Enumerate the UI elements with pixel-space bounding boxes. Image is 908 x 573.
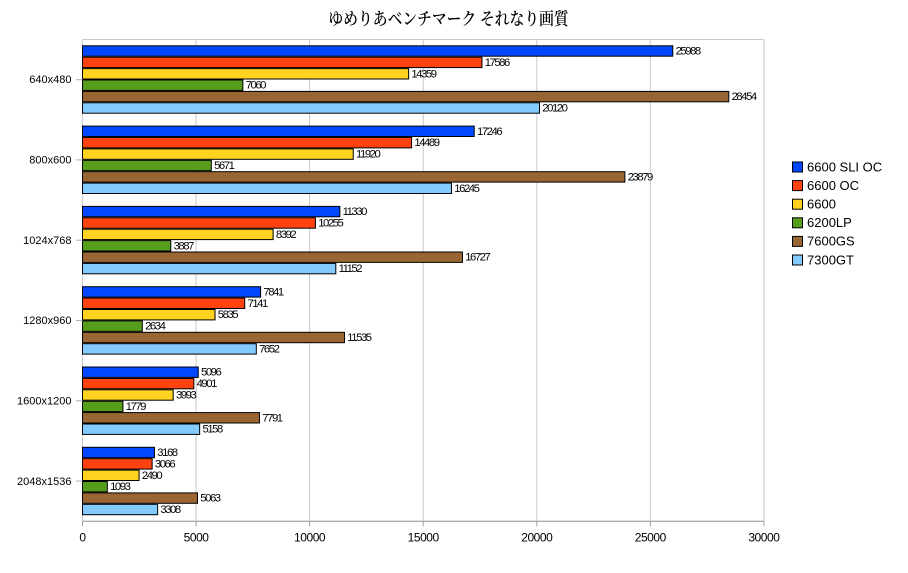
svg-text:1779: 1779 — [126, 401, 146, 413]
svg-text:6200LP: 6200LP — [807, 215, 852, 230]
svg-text:7141: 7141 — [248, 298, 268, 310]
svg-text:1093: 1093 — [110, 481, 130, 493]
svg-text:7060: 7060 — [246, 80, 266, 92]
svg-text:800x600: 800x600 — [29, 155, 71, 167]
svg-text:28454: 28454 — [732, 91, 757, 103]
svg-text:6600 OC: 6600 OC — [807, 178, 859, 193]
svg-text:640x480: 640x480 — [29, 74, 71, 86]
svg-text:17246: 17246 — [477, 126, 502, 138]
svg-text:16727: 16727 — [465, 252, 490, 264]
svg-text:7300GT: 7300GT — [807, 252, 854, 267]
svg-text:4901: 4901 — [197, 378, 217, 390]
svg-text:11152: 11152 — [339, 263, 363, 275]
svg-text:5063: 5063 — [200, 493, 220, 505]
svg-text:3066: 3066 — [155, 458, 175, 470]
svg-text:11535: 11535 — [347, 332, 371, 344]
svg-text:16245: 16245 — [454, 183, 479, 195]
svg-text:7652: 7652 — [259, 343, 279, 355]
svg-text:7600GS: 7600GS — [807, 234, 855, 249]
svg-text:20120: 20120 — [542, 103, 567, 115]
svg-text:5671: 5671 — [214, 160, 234, 172]
svg-text:11920: 11920 — [356, 149, 380, 161]
svg-text:5096: 5096 — [201, 367, 221, 379]
svg-text:1280x960: 1280x960 — [23, 315, 71, 327]
svg-text:3887: 3887 — [174, 240, 194, 252]
svg-text:2490: 2490 — [142, 470, 162, 482]
svg-text:5835: 5835 — [218, 309, 238, 321]
svg-text:8392: 8392 — [276, 229, 296, 241]
svg-text:10255: 10255 — [318, 218, 343, 230]
svg-text:6600: 6600 — [807, 197, 836, 212]
svg-text:23879: 23879 — [628, 171, 653, 183]
svg-text:5000: 5000 — [184, 530, 210, 544]
svg-text:3308: 3308 — [160, 504, 180, 516]
svg-text:7791: 7791 — [262, 412, 282, 424]
svg-text:14489: 14489 — [414, 137, 439, 149]
svg-text:1600x1200: 1600x1200 — [17, 395, 71, 407]
svg-text:15000: 15000 — [408, 530, 440, 544]
svg-text:0: 0 — [79, 530, 86, 544]
svg-text:25000: 25000 — [635, 530, 667, 544]
svg-text:25988: 25988 — [676, 46, 701, 58]
svg-text:2048x1536: 2048x1536 — [17, 476, 71, 488]
svg-text:14359: 14359 — [411, 68, 436, 80]
svg-text:5158: 5158 — [203, 424, 223, 436]
svg-text:11330: 11330 — [343, 206, 367, 218]
svg-text:20000: 20000 — [521, 530, 553, 544]
svg-text:10000: 10000 — [294, 530, 326, 544]
svg-text:3993: 3993 — [176, 390, 196, 402]
svg-text:7841: 7841 — [263, 286, 283, 298]
svg-text:17586: 17586 — [485, 57, 510, 69]
svg-text:1024x768: 1024x768 — [23, 235, 71, 247]
svg-text:30000: 30000 — [748, 530, 780, 544]
svg-text:2634: 2634 — [145, 321, 165, 333]
svg-text:6600 SLI OC: 6600 SLI OC — [807, 159, 882, 174]
svg-text:3168: 3168 — [157, 447, 177, 459]
